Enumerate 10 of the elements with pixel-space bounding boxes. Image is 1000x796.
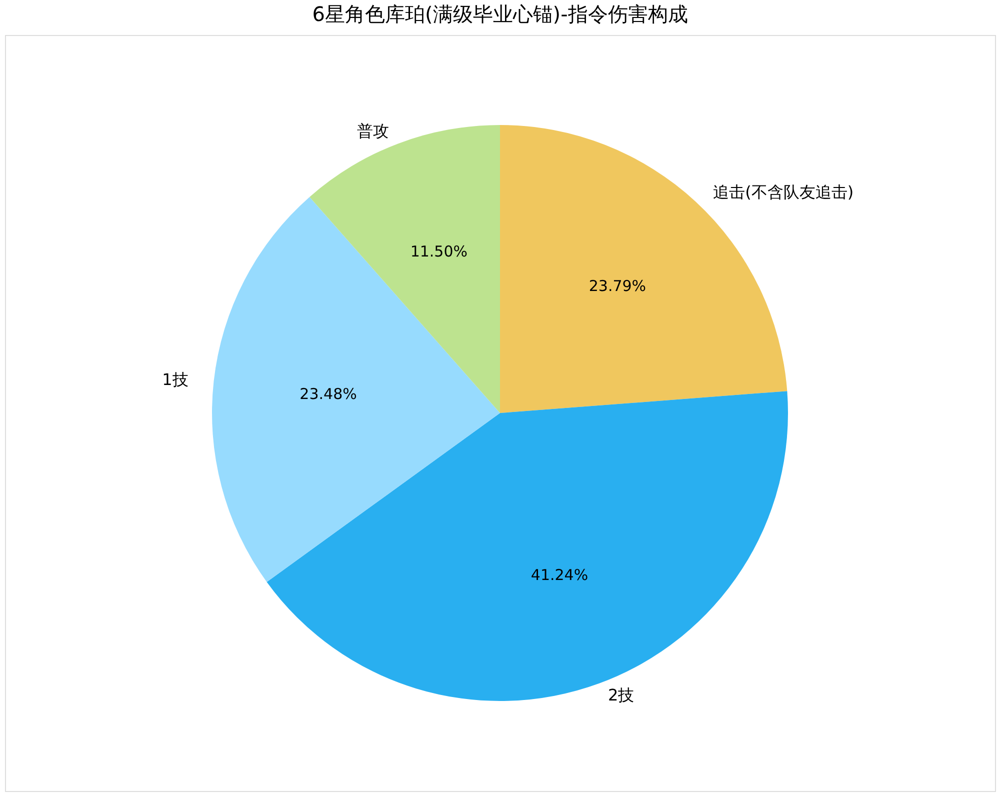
slice-label: 普攻 — [357, 122, 390, 141]
chart-title: 6星角色库珀(满级毕业心锚)-指令伤害构成 — [312, 2, 688, 26]
data-label: 23.48% — [300, 384, 357, 403]
pie-slice — [212, 196, 500, 582]
data-label: 11.50% — [410, 242, 468, 260]
slice-label: 1技 — [162, 370, 188, 389]
slice-label: 追击(不含队友追击) — [713, 182, 854, 202]
data-label: 23.79% — [588, 277, 646, 296]
data-label: 41.24% — [530, 566, 588, 584]
slice-label: 2技 — [608, 685, 634, 704]
